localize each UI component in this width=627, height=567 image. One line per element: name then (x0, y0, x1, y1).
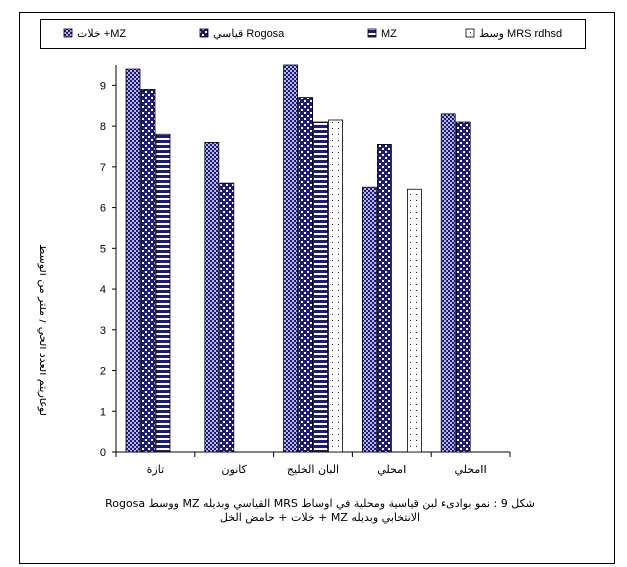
y-tick-label: 6 (100, 203, 106, 215)
y-tick-label: 9 (100, 80, 106, 92)
bar (298, 97, 314, 453)
y-tick-label: 8 (100, 121, 106, 133)
y-tick-label: 5 (100, 243, 106, 255)
caption-line-1: شكل 9 : نمو بوادىء لبن قياسية ومحلية في … (105, 497, 535, 510)
x-category-label: كانون (221, 463, 247, 476)
y-tick-labels: 0 1 2 3 4 5 6 7 8 9 (100, 80, 106, 459)
bar (440, 113, 456, 453)
x-category-labels: تازة كانون البان الخليج محليI محليII (147, 463, 487, 476)
x-category-label: البان الخليج (287, 463, 339, 476)
x-category-label: محليI (377, 463, 406, 476)
bar (283, 64, 299, 453)
bar (219, 182, 235, 453)
y-tick-label: 2 (100, 366, 106, 378)
bar (455, 121, 471, 453)
y-axis-label-text: لوغاريتم العدد الحي / ملتر من الوسط (37, 244, 46, 416)
y-tick-label: 4 (100, 284, 106, 296)
x-category-label: محليII (454, 463, 486, 476)
bar (313, 121, 329, 453)
figure-frame (19, 12, 615, 564)
legend-swatch (63, 28, 73, 38)
y-tick-label: 3 (100, 325, 106, 337)
legend-swatch (465, 28, 475, 38)
y-axis-label: لوغاريتم العدد الحي / ملتر من الوسط (37, 244, 46, 416)
bar (155, 133, 171, 453)
legend-box (40, 19, 586, 49)
legend-label: خلات +MZ (77, 28, 126, 40)
bars (125, 64, 471, 453)
x-category-label: تازة (147, 463, 165, 476)
bar (406, 188, 422, 453)
bar (204, 141, 220, 453)
y-tick-label: 7 (100, 162, 106, 174)
y-tick-label: 1 (100, 406, 106, 418)
legend: خلات +MZ قياسي Rogosa MZ وسط MRS rdhsd (63, 28, 562, 40)
legend-label: MZ (381, 28, 397, 40)
bar (376, 144, 392, 453)
legend-label: قياسي Rogosa (213, 28, 285, 40)
bar (140, 89, 156, 453)
legend-swatch (199, 28, 209, 38)
bar (125, 68, 141, 453)
y-tick-label: 0 (100, 447, 106, 459)
bar (328, 119, 344, 453)
bar (361, 186, 377, 453)
legend-label: وسط MRS rdhsd (479, 28, 562, 40)
figure-caption: شكل 9 : نمو بوادىء لبن قياسية ومحلية في … (70, 497, 570, 525)
legend-swatch (367, 28, 377, 38)
caption-line-2: الانتخابي وبديله MZ + خلات + حامض الخل (219, 511, 421, 524)
